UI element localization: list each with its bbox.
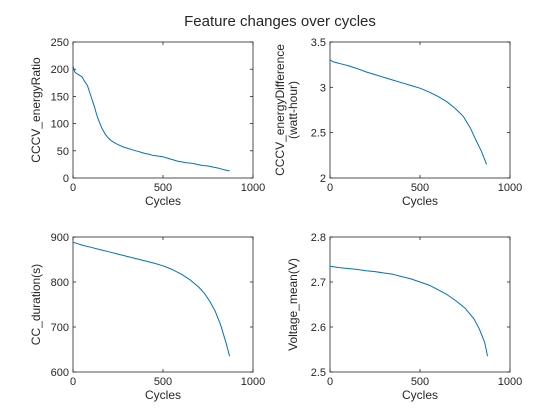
y-axis-label: CCCV_energyDifference <box>273 44 287 176</box>
series-line <box>329 59 488 165</box>
x-tick-label: 1000 <box>241 376 265 388</box>
y-tick-label: 600 <box>51 367 69 379</box>
y-tick-label: 100 <box>51 119 69 131</box>
y-tick-label: 900 <box>51 232 69 244</box>
plot-frame <box>329 236 511 373</box>
y-tick-label: 250 <box>51 37 69 49</box>
y-axis-label: CC_duration(s) <box>29 264 43 345</box>
x-tick-label: 500 <box>411 376 429 388</box>
y-tick-label: 2.7 <box>311 277 326 289</box>
x-axis-label: Cycles <box>402 194 438 208</box>
y-tick-label: 2.6 <box>311 322 326 334</box>
y-axis-label: Voltage_mean(V) <box>286 258 300 351</box>
y-tick-label: 200 <box>51 64 69 76</box>
panels: 0 500 1000050100150200250CyclesCCCV_energy… <box>29 37 522 402</box>
x-axis-label: Cycles <box>402 388 438 402</box>
figure-title: Feature changes over cycles <box>184 13 376 30</box>
x-tick-label: 0 <box>327 182 333 194</box>
x-tick-label: 0 <box>70 376 76 388</box>
x-axis-label: Cycles <box>145 388 181 402</box>
y-tick-label: 3 <box>320 82 326 94</box>
y-tick-label: 150 <box>51 91 69 103</box>
y-tick-label: 0 <box>63 173 69 185</box>
subplot-4: 0 500 1000 2.5 2.6 2.7 2.8 Cycles Voltage_mean(V… <box>286 232 522 402</box>
x-tick-label: 1000 <box>498 376 522 388</box>
x-tick-label: 1000 <box>241 182 265 194</box>
series-line <box>72 66 230 172</box>
x-tick-label: 500 <box>154 182 172 194</box>
x-tick-label: 1000 <box>498 182 522 194</box>
y-tick-label: 50 <box>57 146 69 158</box>
series-line <box>330 265 488 357</box>
x-tick-label: 0 <box>70 182 76 194</box>
plot-frame <box>72 236 254 373</box>
y-tick-label: 700 <box>51 322 69 334</box>
y-tick-label: 2.5 <box>311 367 326 379</box>
subplot-2: 0 500 1000 2 2.5 3 3.5 Cycles CCCV_energyDiffere… <box>273 37 522 208</box>
y-tick-label: 2 <box>320 173 326 185</box>
x-tick-label: 500 <box>154 376 172 388</box>
plot-frame <box>72 41 254 179</box>
subplot-1: 0 500 1000 0 50 100 150 200 250 Cycles CCCV_energy… <box>29 37 265 208</box>
y-tick-label: 800 <box>51 277 69 289</box>
x-tick-label: 500 <box>411 182 429 194</box>
plot-frame <box>329 41 511 179</box>
y-tick-label: 3.5 <box>311 37 326 49</box>
y-axis-label: CCCV_energyRatio <box>29 57 43 163</box>
x-tick-label: 0 <box>327 376 333 388</box>
y-tick-label: 2.8 <box>311 232 326 244</box>
y-axis-label: (watt-hour) <box>286 81 300 139</box>
y-tick-label: 2.5 <box>311 128 326 140</box>
x-axis-label: Cycles <box>145 194 181 208</box>
series-line <box>73 241 231 357</box>
subplot-3: 0 500 1000 600 700 800 900 Cycles CC_duration(s) <box>29 232 265 402</box>
